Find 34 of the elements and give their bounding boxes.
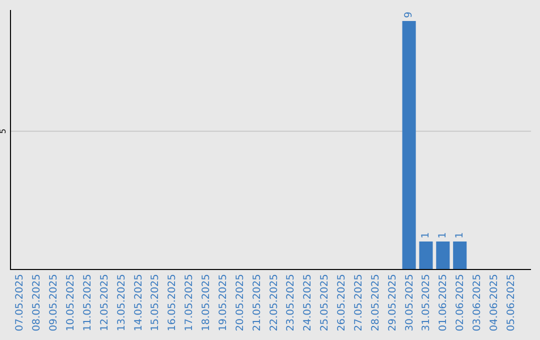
- x-tick-label: 26.05.2025: [336, 274, 348, 332]
- x-tick-label: 31.05.2025: [421, 274, 432, 332]
- x-tick-label: 02.06.2025: [455, 274, 466, 332]
- x-tick-label: 09.05.2025: [48, 274, 60, 332]
- x-tick-label: 21.05.2025: [252, 274, 263, 332]
- data-label: 1: [454, 232, 466, 238]
- x-tick-label: 22.05.2025: [268, 274, 280, 332]
- x-tick-label: 30.05.2025: [404, 274, 416, 332]
- x-tick-label: 23.05.2025: [286, 274, 297, 332]
- x-tick-label: 24.05.2025: [302, 274, 314, 332]
- x-tick-label: 11.05.2025: [82, 274, 94, 332]
- x-tick-label: 18.05.2025: [201, 274, 212, 332]
- x-tick-label: 08.05.2025: [32, 274, 43, 332]
- x-tick-label: 28.05.2025: [370, 274, 382, 332]
- data-label: 9: [404, 12, 415, 18]
- x-tick-label: 17.05.2025: [184, 274, 196, 332]
- x-tick-label: 27.05.2025: [353, 274, 364, 332]
- x-tick-label: 20.05.2025: [234, 274, 246, 332]
- x-tick-label: 16.05.2025: [167, 274, 178, 332]
- x-tick-label: 05.06.2025: [506, 274, 517, 332]
- x-tick-label: 13.05.2025: [116, 274, 128, 332]
- x-tick-label: 03.06.2025: [472, 274, 484, 332]
- x-tick-label: 15.05.2025: [150, 274, 162, 332]
- data-label: 1: [420, 232, 432, 238]
- x-tick-label: 12.05.2025: [99, 274, 110, 332]
- x-tick-label: 25.05.2025: [320, 274, 331, 332]
- x-tick-label: 04.06.2025: [488, 274, 500, 332]
- x-tick-label: 10.05.2025: [66, 274, 77, 332]
- data-label: 1: [437, 232, 448, 238]
- x-tick-label: 07.05.2025: [14, 274, 26, 332]
- x-tick-label: 19.05.2025: [218, 274, 229, 332]
- x-tick-label: 14.05.2025: [133, 274, 144, 332]
- x-tick-label: 01.06.2025: [438, 274, 450, 332]
- x-tick-label: 29.05.2025: [387, 274, 398, 332]
